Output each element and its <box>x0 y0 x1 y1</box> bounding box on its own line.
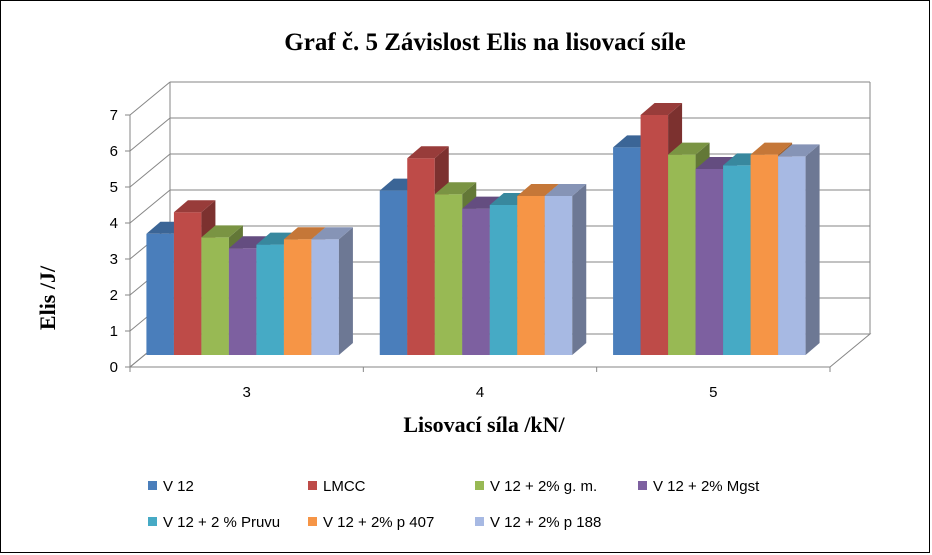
legend-swatch <box>308 481 317 490</box>
bar-top <box>778 144 820 157</box>
bar-front <box>434 194 463 355</box>
bar-front <box>311 239 339 355</box>
x-axis-title: Lisovací síla /kN/ <box>403 412 565 437</box>
legend-swatch <box>308 517 317 526</box>
bar-front <box>407 158 435 355</box>
bar-front <box>517 196 545 355</box>
bar-top <box>668 142 710 155</box>
bar-front <box>201 237 229 355</box>
y-tick-label: 3 <box>110 251 118 268</box>
x-tick-label: 3 <box>242 384 250 401</box>
bar <box>311 227 353 355</box>
bar-side <box>572 184 587 355</box>
bar-top <box>517 184 559 196</box>
bar-top <box>311 227 353 240</box>
bars-layer <box>146 103 820 355</box>
bar-top <box>201 225 243 238</box>
bar-top <box>228 236 271 249</box>
bar-front <box>173 212 202 355</box>
gridline-side <box>129 153 171 188</box>
bar-top <box>434 182 477 195</box>
y-tick-label: 7 <box>110 107 118 124</box>
legend-label: V 12 + 2% p 188 <box>490 514 601 531</box>
x-tick-label: 4 <box>476 384 484 401</box>
y-tick-labels: 0 1 2 3 4 5 6 7 <box>110 107 118 376</box>
legend-swatch <box>148 517 157 526</box>
bar-side <box>338 227 353 355</box>
bar-top <box>750 142 793 155</box>
x-tick-label: 5 <box>709 384 717 401</box>
bar-front <box>489 205 518 355</box>
legend-label: V 12 <box>163 478 194 495</box>
legend-item: LMCC <box>308 478 366 495</box>
legend-item: V 12 + 2 % Pruvu <box>148 514 280 531</box>
bar-side <box>805 144 820 355</box>
y-tick-label: 1 <box>110 323 118 340</box>
gridline-side <box>129 189 171 224</box>
bar-top <box>256 232 298 245</box>
bar-front <box>544 196 573 355</box>
y-tick-label: 2 <box>110 287 118 304</box>
legend-label: V 12 + 2 % Pruvu <box>163 514 280 531</box>
bar-front <box>723 165 751 355</box>
legend: V 12 LMCC V 12 + 2% g. m. V 12 + 2% Mgst V 1… <box>148 478 760 531</box>
legend-label: V 12 + 2% p 407 <box>323 514 434 531</box>
bar <box>544 184 587 355</box>
bar-top <box>544 184 587 196</box>
bar-front <box>228 248 257 355</box>
legend-item: V 12 + 2% p 188 <box>475 514 601 531</box>
bar-top <box>173 200 216 213</box>
bar-front <box>256 244 284 355</box>
bar <box>778 144 820 355</box>
bar-front <box>613 147 641 355</box>
legend-label: V 12 + 2% g. m. <box>490 478 597 495</box>
legend-swatch <box>475 517 484 526</box>
gridline-side <box>129 117 171 152</box>
bar-front <box>283 239 312 355</box>
legend-item: V 12 + 2% g. m. <box>475 478 597 495</box>
bar-front <box>146 233 174 355</box>
legend-item: V 12 + 2% Mgst <box>638 478 760 495</box>
bar-top <box>640 103 683 115</box>
bar-front <box>640 115 669 355</box>
bar-front <box>695 169 724 355</box>
bar-front <box>778 156 806 355</box>
legend-label: LMCC <box>323 478 366 495</box>
y-tick-label: 0 <box>110 359 118 376</box>
bar-front <box>750 154 779 355</box>
bar-front <box>462 208 490 355</box>
y-tick-label: 4 <box>110 215 118 232</box>
y-tick-label: 5 <box>110 179 118 196</box>
legend-swatch <box>638 481 647 490</box>
bar-top <box>283 227 326 240</box>
bar-top <box>407 146 449 159</box>
bar-front <box>668 154 696 355</box>
chart-title: Graf č. 5 Závislost Elis na lisovací síl… <box>284 29 685 56</box>
gridline-side <box>129 81 171 116</box>
y-axis-title: Elis /J/ <box>35 265 60 330</box>
bar-top <box>462 196 504 209</box>
legend-item: V 12 + 2% p 407 <box>308 514 434 531</box>
legend-item: V 12 <box>148 478 194 495</box>
bar-top <box>695 157 738 169</box>
legend-swatch <box>475 481 484 490</box>
legend-label: V 12 + 2% Mgst <box>653 478 760 495</box>
bar-front <box>379 190 408 355</box>
x-tick-labels: 3 4 5 <box>242 384 717 401</box>
y-tick-label: 6 <box>110 143 118 160</box>
legend-swatch <box>148 481 157 490</box>
